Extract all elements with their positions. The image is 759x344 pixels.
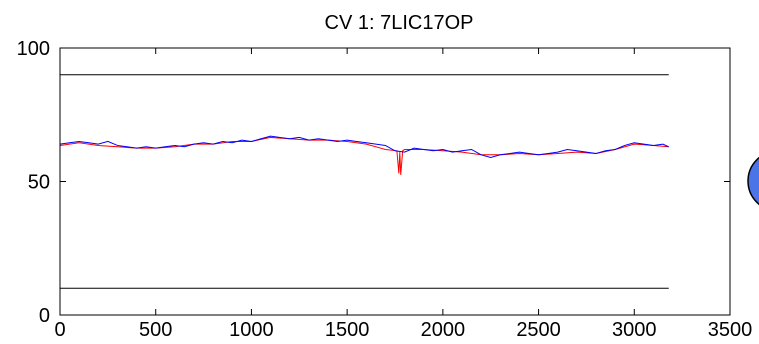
x-tick-label: 3000 [612,319,657,341]
x-tick-label: 0 [54,319,65,341]
x-tick-label: 1500 [325,319,370,341]
y-tick-label: 0 [39,305,50,327]
x-tick-label: 3500 [708,319,753,341]
y-tick-label: 100 [17,38,50,60]
plot-area-frame [59,47,731,316]
y-axis: 0 50 100 [17,38,730,327]
status-indicator-icon [747,156,759,206]
x-axis: 0 500 1000 1500 2000 2500 3000 3500 [54,48,752,341]
y-tick-label: 50 [28,172,50,194]
chart-title: CV 1: 7LIC17OP [325,12,474,34]
x-tick-label: 1000 [229,319,274,341]
series-measured-line [59,135,669,158]
series-layer [59,135,669,175]
x-tick-label: 500 [139,319,172,341]
series-predicted-line [59,136,669,175]
x-tick-label: 2000 [421,319,466,341]
x-tick-label: 2500 [516,319,561,341]
limits-layer [60,74,669,289]
